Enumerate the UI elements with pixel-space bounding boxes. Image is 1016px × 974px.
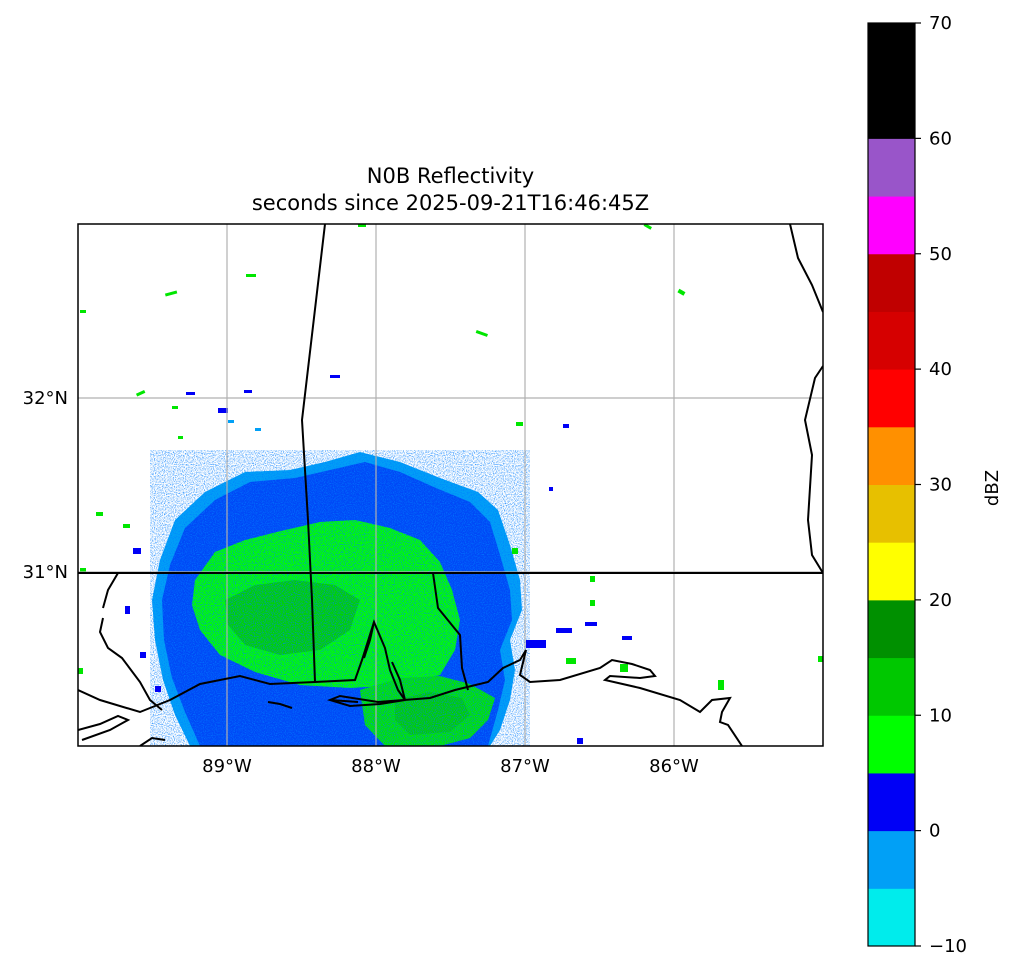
lat-tick-label: 32°N	[23, 388, 68, 409]
colorbar-tick-label: 60	[929, 128, 952, 149]
colorbar-tick-label: 30	[929, 475, 952, 496]
state-border-ms-al	[300, 224, 326, 683]
colorbar-bin	[868, 830, 915, 889]
lon-tick-label: 87°W	[500, 756, 550, 777]
colorbar-bin	[868, 253, 915, 312]
colorbar-bin	[868, 484, 915, 543]
longitude-tick-labels: 89°W 88°W 87°W 86°W	[202, 756, 699, 777]
lon-tick-label: 88°W	[351, 756, 401, 777]
colorbar-bin	[868, 772, 915, 832]
coastline-barrier-islands	[267, 699, 359, 709]
colorbar-tick-label: 20	[929, 590, 952, 611]
colorbar-bin	[868, 23, 915, 139]
colorbar-bin	[868, 311, 915, 370]
colorbar-tick-label: −10	[929, 936, 967, 957]
coastline-main	[78, 619, 743, 746]
map-subtitle: seconds since 2025-09-21T16:46:45Z	[251, 191, 650, 215]
colorbar-tick-label: 40	[929, 359, 952, 380]
isolated-echoes	[78, 224, 823, 744]
colorbar-tick-label: 50	[929, 244, 952, 265]
colorbar-bin	[868, 138, 915, 197]
radar-map: 89°W 88°W 87°W 86°W 32°N 31°N	[23, 223, 824, 777]
colorbar-bin	[868, 657, 915, 716]
lon-tick-label: 89°W	[202, 756, 252, 777]
coastline-mobile-bay	[363, 621, 406, 701]
colorbar-bin	[868, 888, 915, 947]
latitude-tick-labels: 32°N 31°N	[23, 388, 68, 583]
state-border-al-fl-east	[789, 224, 823, 574]
colorbar-label: dBZ	[982, 470, 1003, 506]
colorbar-bin	[868, 369, 915, 428]
colorbar-bin	[868, 426, 915, 485]
colorbar-bin	[868, 599, 915, 659]
lat-tick-label: 31°N	[23, 562, 68, 583]
coastline-west	[78, 572, 166, 746]
colorbar-frame	[867, 22, 916, 947]
reflectivity-echoes	[78, 224, 823, 746]
map-title: N0B Reflectivity	[366, 164, 535, 188]
colorbar-tick-label: 70	[929, 13, 952, 34]
geographic-boundaries	[78, 224, 823, 746]
state-border-al-fl-perdido	[432, 572, 469, 691]
colorbar-tick-label: 10	[929, 705, 952, 726]
lon-tick-label: 86°W	[649, 756, 699, 777]
colorbar-bin	[868, 715, 915, 774]
colorbar-bin	[868, 196, 915, 255]
colorbar-ticks: 70 60 50 40 30 20 10 0 −10	[915, 13, 967, 957]
map-frame	[77, 223, 824, 747]
colorbar-bins	[868, 23, 915, 947]
colorbar-bin	[868, 542, 915, 601]
colorbar-tick-label: 0	[929, 821, 940, 842]
